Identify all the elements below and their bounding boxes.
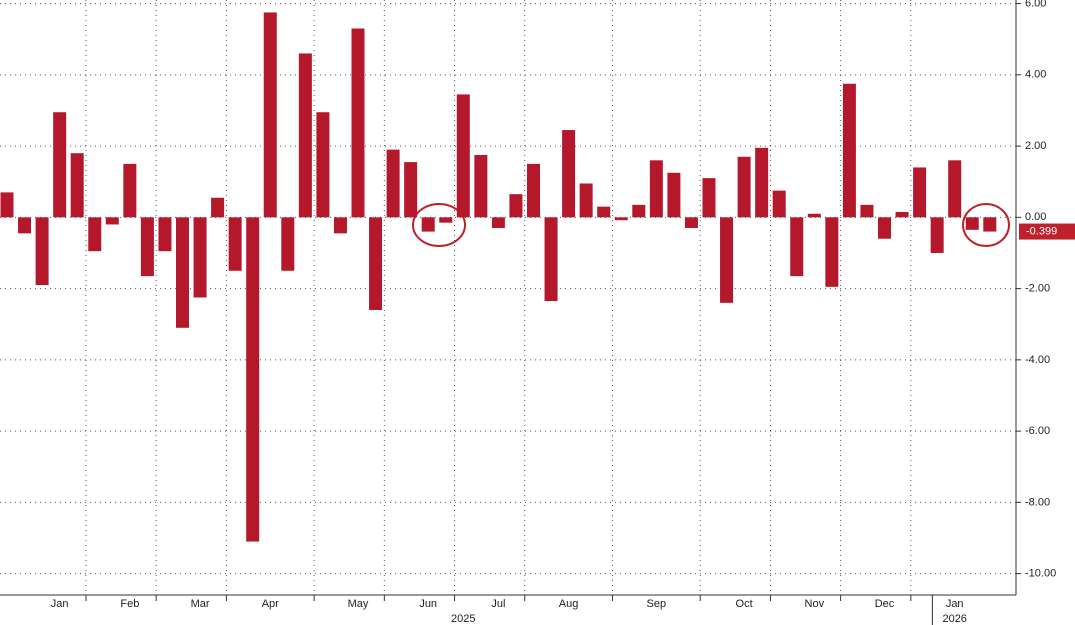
bar	[70, 153, 84, 218]
bar	[860, 204, 874, 218]
last-value-label: -0.399	[1026, 225, 1057, 237]
bar	[772, 190, 786, 218]
year-label: 2026	[942, 613, 966, 625]
bar	[597, 206, 611, 218]
bar	[842, 83, 856, 218]
y-tick-label: -10.00	[1025, 568, 1056, 580]
bar	[527, 163, 540, 218]
bar	[158, 217, 172, 252]
bar	[211, 197, 225, 218]
bar	[720, 217, 734, 303]
bar	[737, 156, 751, 218]
bar	[684, 217, 698, 229]
bar	[790, 217, 804, 277]
y-tick-label: 4.00	[1025, 69, 1046, 81]
x-tick-label: Feb	[120, 598, 139, 610]
bar	[878, 217, 891, 239]
bar	[369, 217, 383, 310]
bar	[246, 217, 260, 542]
y-tick-label: 6.00	[1025, 0, 1046, 9]
bar	[53, 112, 67, 218]
bar	[281, 217, 295, 271]
bar	[316, 112, 330, 218]
last-value-box	[1019, 223, 1075, 240]
bar	[930, 217, 944, 253]
bar	[333, 217, 347, 234]
bar	[948, 160, 962, 218]
x-tick-label: Jan	[51, 598, 69, 610]
bar	[895, 211, 909, 218]
bar	[123, 163, 137, 218]
bar	[351, 28, 365, 218]
bar	[491, 217, 505, 229]
x-tick-label: Dec	[875, 598, 895, 610]
bar	[649, 160, 663, 218]
bar	[404, 162, 418, 218]
x-tick-label: Nov	[805, 598, 825, 610]
bar	[965, 217, 979, 230]
bar	[983, 217, 997, 232]
bar	[474, 154, 488, 218]
bar	[193, 217, 207, 298]
x-tick-label: Mar	[191, 598, 210, 610]
bar	[386, 149, 400, 218]
bar	[632, 204, 646, 218]
bar	[456, 94, 470, 218]
x-tick-label: May	[348, 598, 369, 610]
y-tick-label: -8.00	[1025, 496, 1050, 508]
x-tick-label: Jun	[419, 598, 437, 610]
y-tick-label: -2.00	[1025, 282, 1050, 294]
highlight-circle	[962, 203, 1010, 247]
x-tick-label: Oct	[736, 598, 753, 610]
bar	[263, 12, 277, 218]
y-tick-label: 0.00	[1025, 211, 1046, 223]
x-tick-label: Jan	[946, 598, 964, 610]
x-tick-label: Jul	[491, 598, 505, 610]
bar	[439, 217, 453, 223]
bar	[0, 192, 14, 218]
bar	[509, 194, 523, 218]
bar	[614, 217, 628, 221]
x-tick-label: Aug	[559, 598, 579, 610]
bar	[35, 217, 49, 286]
bar	[298, 53, 312, 218]
bar	[825, 217, 839, 287]
bar	[105, 217, 119, 225]
y-tick-label: -4.00	[1025, 354, 1050, 366]
bar	[544, 217, 558, 302]
x-tick-label: Sep	[647, 598, 667, 610]
bar	[228, 217, 242, 271]
bar	[667, 172, 681, 218]
y-tick-label: 2.00	[1025, 140, 1046, 152]
bar	[562, 130, 576, 218]
bar	[579, 183, 593, 218]
bar	[140, 217, 154, 277]
bar	[88, 217, 102, 252]
bar	[913, 167, 927, 218]
x-tick-label: Apr	[262, 598, 279, 610]
bar	[807, 213, 821, 218]
highlight-circle	[412, 203, 466, 247]
bar	[421, 217, 435, 232]
bar	[176, 217, 189, 328]
y-tick-label: -6.00	[1025, 425, 1050, 437]
year-label: 2025	[451, 613, 475, 625]
bar	[755, 147, 769, 218]
bar	[18, 217, 32, 234]
bar	[702, 178, 716, 218]
